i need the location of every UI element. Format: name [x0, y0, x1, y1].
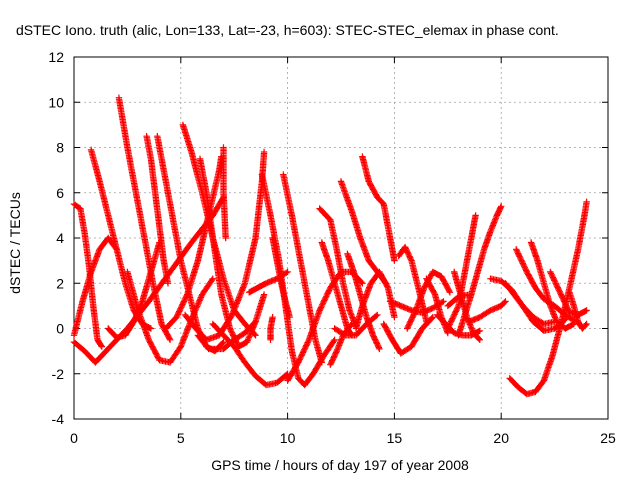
x-tick-label: 10: [280, 430, 296, 446]
data-series: [209, 320, 291, 389]
data-series: [267, 314, 276, 343]
series-markers: [258, 171, 338, 389]
series-markers: [344, 250, 383, 353]
series-markers: [70, 234, 120, 339]
series-markers: [209, 320, 291, 389]
data-series: [115, 94, 174, 343]
series-markers: [267, 314, 276, 343]
y-tick-label: 0: [56, 321, 64, 337]
data-series: [220, 144, 229, 242]
series-markers: [502, 280, 558, 328]
data-series: [547, 268, 590, 319]
y-axis-ticks: -4 -2 0 2 4 6 8 10 12: [48, 49, 608, 427]
series-markers: [455, 203, 505, 339]
y-tick-label: 12: [48, 49, 64, 65]
series-markers: [527, 239, 577, 332]
y-tick-label: -4: [52, 411, 65, 427]
series-markers: [359, 153, 398, 264]
x-tick-label: 0: [70, 430, 78, 446]
series-markers: [444, 212, 479, 332]
series-markers: [162, 153, 225, 332]
data-series: [444, 212, 479, 332]
y-tick-label: 2: [56, 275, 64, 291]
y-tick-label: 8: [56, 140, 64, 156]
series-markers: [547, 268, 590, 319]
data-series: [280, 171, 325, 366]
data-series: [70, 234, 120, 339]
y-tick-label: 6: [56, 185, 64, 201]
data-series: [316, 205, 360, 330]
data-series: [143, 133, 172, 287]
data-series: [455, 203, 505, 339]
x-tick-label: 20: [493, 430, 509, 446]
series-markers: [466, 298, 509, 325]
x-tick-label: 5: [177, 430, 185, 446]
series-markers: [124, 268, 216, 366]
y-tick-label: 4: [56, 230, 64, 246]
y-axis-label: dSTEC / TECUs: [7, 192, 23, 294]
data-series: [344, 250, 383, 353]
data-series: [196, 155, 268, 350]
x-axis-ticks: 0 5 10 15 20 25: [70, 57, 616, 446]
chart-title: dSTEC Iono. truth (alic, Lon=133, Lat=-2…: [16, 22, 559, 38]
data-series: [359, 153, 398, 264]
series-markers: [444, 291, 473, 310]
data-series: [124, 268, 216, 366]
y-tick-label: 10: [48, 94, 64, 110]
data-series: [527, 239, 577, 332]
series-markers: [220, 144, 229, 242]
data-series: [444, 291, 473, 310]
gridlines: [74, 57, 608, 419]
series-markers: [316, 205, 360, 330]
x-tick-label: 15: [387, 430, 403, 446]
series-markers: [115, 94, 174, 343]
data-series: [466, 298, 509, 325]
data-series: [162, 153, 225, 332]
series-markers: [143, 133, 172, 287]
x-axis-label: GPS time / hours of day 197 of year 2008: [211, 457, 469, 473]
series-markers: [280, 171, 325, 366]
data-points: [70, 94, 590, 398]
series-markers: [196, 155, 268, 350]
x-tick-label: 25: [600, 430, 616, 446]
data-series: [502, 280, 558, 328]
data-series: [258, 171, 338, 389]
y-tick-label: -2: [52, 366, 65, 382]
